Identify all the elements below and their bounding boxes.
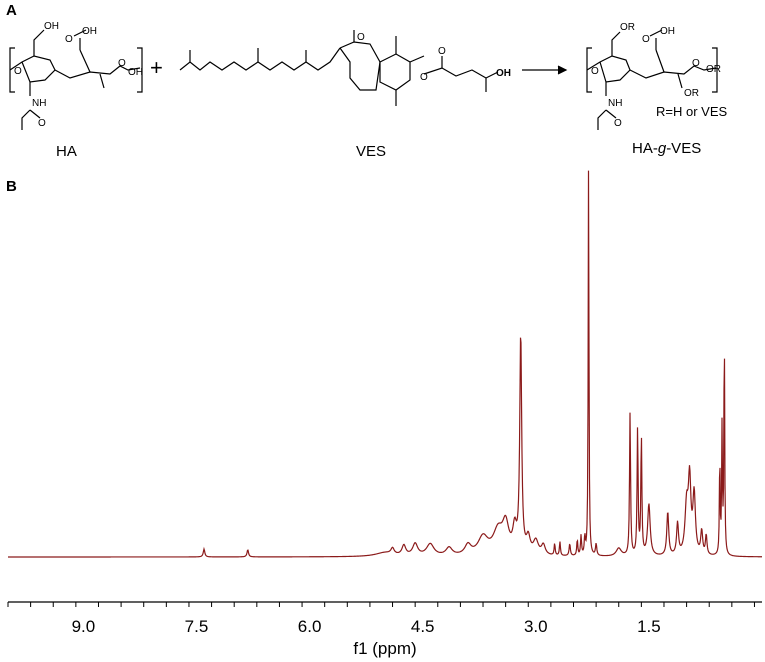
caption-ha: HA: [56, 143, 77, 160]
ha-g-ves-structure: OR OH OR OR O O O NH O: [586, 22, 721, 130]
spectrum-line: [8, 170, 762, 558]
caption-ha-g-ves-suffix: -VES: [666, 140, 702, 157]
hagves-atom-oh-acid: OH: [660, 26, 675, 37]
tick-label: 1.5: [637, 617, 661, 636]
ves-atom-o-ester: O: [420, 72, 428, 83]
x-axis-tick-labels: 9.0 7.5 6.0 4.5 3.0 1.5: [72, 617, 661, 636]
caption-ha-g-ves-italic: g: [657, 140, 667, 157]
reaction-scheme: OH OH OH O O O NH O + O O O OH: [9, 21, 721, 130]
caption-ha-g-ves-prefix: HA-: [632, 140, 658, 157]
hagves-atom-o-acid: O: [642, 34, 650, 45]
ha-atom-oh-acid: OH: [82, 26, 97, 37]
tick-label: 4.5: [411, 617, 435, 636]
hagves-atom-o-amide: O: [614, 118, 622, 129]
panel-a-label: A: [6, 2, 17, 19]
caption-ha-g-ves: HA-g-VES: [632, 140, 701, 157]
tick-label: 7.5: [185, 617, 209, 636]
hagves-atom-or-top: OR: [620, 22, 635, 33]
ha-atom-o-ring2: O: [118, 58, 126, 69]
hagves-atom-o-ring1: O: [591, 66, 599, 77]
ves-structure: O O O OH: [179, 30, 511, 106]
hagves-atom-o-ring2: O: [692, 58, 700, 69]
ha-atom-o-amide: O: [38, 118, 46, 129]
ha-atom-oh-top: OH: [44, 21, 59, 32]
hagves-atom-or-bottom: OR: [684, 88, 699, 99]
ves-atom-oh: OH: [496, 68, 511, 79]
tick-label: 9.0: [72, 617, 96, 636]
x-axis-ticks: [7, 602, 755, 607]
ves-atom-o-ring: O: [357, 32, 365, 43]
reaction-arrow: [522, 65, 568, 75]
hagves-atom-or-ring: OR: [706, 64, 721, 75]
panel-b-label: B: [6, 178, 17, 195]
tick-label: 6.0: [298, 617, 322, 636]
hagves-atom-nh: NH: [608, 98, 622, 109]
plus-sign: +: [150, 55, 163, 80]
ha-atom-o-ring1: O: [14, 66, 22, 77]
ha-g-ves-note: R=H or VES: [656, 104, 728, 119]
x-axis-label: f1 (ppm): [353, 639, 416, 658]
ha-structure: OH OH OH O O O NH O: [9, 21, 143, 130]
ha-atom-oh-ring: OH: [128, 67, 143, 78]
tick-label: 3.0: [524, 617, 548, 636]
ha-atom-o-acid: O: [65, 34, 73, 45]
caption-ves: VES: [356, 143, 387, 160]
ha-atom-nh: NH: [32, 98, 46, 109]
ves-atom-o-carbonyl: O: [438, 46, 446, 57]
